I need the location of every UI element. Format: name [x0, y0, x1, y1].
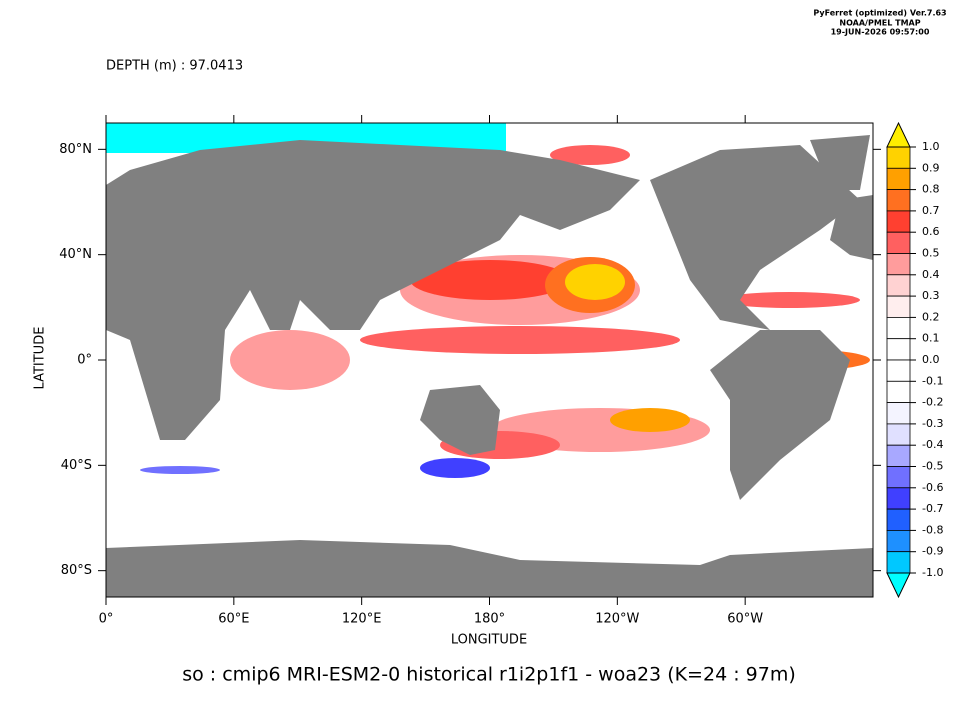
- x-tick-label: 120°E: [342, 612, 382, 627]
- colorbar-label: -0.4: [922, 438, 943, 451]
- anomaly: [550, 145, 630, 165]
- colorbar-over: [886, 121, 911, 148]
- colorbar-label: 0.1: [922, 332, 940, 345]
- colorbar-bin: [886, 551, 911, 574]
- colorbar-bin: [886, 210, 911, 233]
- colorbar-label: -0.2: [922, 396, 943, 409]
- colorbar-label: 0.2: [922, 310, 940, 323]
- colorbar-bin: [886, 253, 911, 276]
- x-tick-label: 180°: [474, 612, 505, 627]
- colorbar-bin: [886, 231, 911, 254]
- chart-title: so : cmip6 MRI-ESM2-0 historical r1i2p1f…: [182, 664, 796, 686]
- colorbar-label: -1.0: [922, 566, 943, 579]
- land: [106, 540, 873, 597]
- land: [650, 145, 860, 330]
- colorbar-label: 0.7: [922, 204, 940, 217]
- x-tick-label: 120°W: [595, 612, 639, 627]
- colorbar-label: 0.5: [922, 247, 940, 260]
- colorbar-bin: [886, 487, 911, 510]
- colorbar-label: -0.1: [922, 374, 943, 387]
- x-tick-label: 60°E: [218, 612, 249, 627]
- colorbar-label: -0.9: [922, 545, 943, 558]
- header-line: NOAA/PMEL TMAP: [839, 19, 920, 28]
- land: [106, 190, 250, 440]
- colorbar-bin: [886, 295, 911, 318]
- colorbar-under: [886, 572, 911, 599]
- anomaly: [140, 466, 220, 474]
- colorbar-bin: [886, 423, 911, 446]
- colorbar-bin: [886, 380, 911, 403]
- anomaly: [420, 458, 490, 478]
- anomaly: [360, 326, 680, 354]
- anomaly: [610, 408, 690, 432]
- colorbar-label: -0.6: [922, 481, 943, 494]
- colorbar-label: 0.4: [922, 268, 940, 281]
- colorbar-bin: [886, 189, 911, 212]
- colorbar-bin: [886, 316, 911, 340]
- x-tick-label: 0°: [99, 612, 114, 627]
- anomaly: [230, 330, 350, 390]
- colorbar-bin: [886, 167, 911, 191]
- anomaly: [720, 292, 860, 308]
- colorbar-bin: [886, 466, 911, 489]
- colorbar-label: -0.3: [922, 417, 943, 430]
- anomaly: [565, 264, 625, 300]
- colorbar-label: -0.7: [922, 502, 943, 515]
- colorbar-label: 0.6: [922, 225, 940, 238]
- colorbar-label: -0.5: [922, 460, 943, 473]
- colorbar-bin: [886, 402, 911, 425]
- header-line: PyFerret (optimized) Ver.7.63: [813, 9, 946, 18]
- y-axis-label: LATITUDE: [33, 327, 48, 390]
- colorbar-label: 0.3: [922, 289, 940, 302]
- x-tick-label: 60°W: [727, 612, 763, 627]
- y-tick-label: 40°N: [59, 247, 92, 262]
- colorbar-bin: [886, 530, 911, 553]
- colorbar-bin: [886, 274, 911, 297]
- colorbar-label: 1.0: [922, 140, 940, 153]
- y-tick-label: 40°S: [61, 458, 92, 473]
- y-tick-label: 0°: [77, 353, 92, 368]
- y-tick-label: 80°N: [59, 142, 92, 157]
- y-tick-label: 80°S: [61, 563, 92, 578]
- land: [810, 135, 870, 190]
- land: [710, 330, 850, 500]
- map-field: [105, 122, 874, 598]
- colorbar-bin: [886, 444, 911, 467]
- colorbar-bin: [886, 359, 911, 382]
- x-axis-label: LONGITUDE: [451, 633, 527, 648]
- header-line: 19-JUN-2026 09:57:00: [831, 28, 930, 37]
- subtitle: DEPTH (m) : 97.0413: [106, 59, 243, 74]
- axes: 0° 60°E 120°E 180° 120°W 60°W 80°S 40°S 0° 40°N 80…: [59, 115, 881, 627]
- land: [420, 385, 500, 455]
- colorbar-label: 0.0: [922, 353, 940, 366]
- colorbar-label: 0.9: [922, 161, 940, 174]
- header: PyFerret (optimized) Ver.7.63 NOAA/PMEL …: [813, 9, 946, 37]
- colorbar-bin: [886, 338, 911, 361]
- colorbar-bin: [886, 508, 911, 531]
- colorbar: 1.0 0.9 0.8 0.7 0.6 0.5 0.4 0.3 0.2 0.1 0.0 -0.1 -0.…: [886, 121, 943, 599]
- anomaly: [410, 260, 570, 300]
- colorbar-label: 0.8: [922, 183, 940, 196]
- colorbar-label: -0.8: [922, 523, 943, 536]
- colorbar-bin: [886, 146, 911, 169]
